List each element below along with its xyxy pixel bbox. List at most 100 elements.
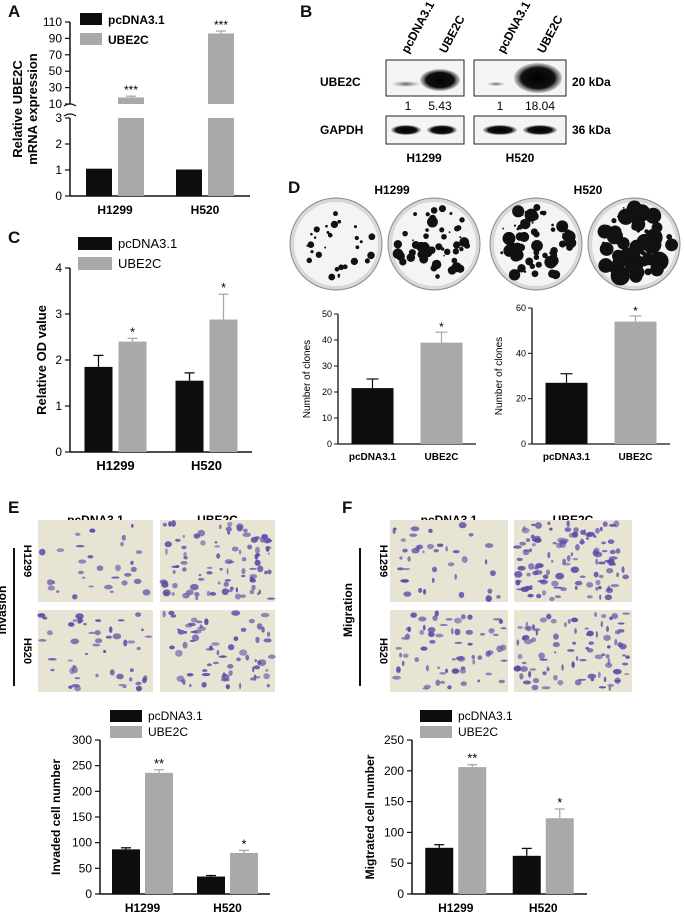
stained-cell — [467, 614, 473, 620]
stained-cell — [403, 591, 412, 597]
stained-cell — [226, 568, 229, 575]
stained-cell — [168, 521, 172, 527]
bar — [209, 319, 238, 452]
stained-cell — [258, 589, 262, 595]
blot-band — [483, 125, 517, 135]
legend-label: UBE2C — [108, 33, 149, 47]
stained-cell — [487, 588, 493, 594]
stained-cell — [601, 614, 607, 619]
stained-cell — [241, 574, 246, 578]
stained-cell — [175, 649, 183, 657]
bar — [175, 380, 204, 452]
stained-cell — [488, 628, 495, 634]
colony — [548, 269, 557, 278]
stained-cell — [588, 641, 595, 645]
colony — [622, 243, 627, 247]
colony — [523, 270, 527, 273]
y-tick-label: 10 — [322, 413, 332, 423]
blot-lane-label: UBE2C — [534, 13, 566, 56]
blot-band — [487, 82, 505, 86]
stained-cell — [622, 612, 631, 615]
colony — [513, 224, 517, 227]
x-tick-label: UBE2C — [425, 452, 459, 463]
stained-cell — [395, 646, 403, 650]
stained-cell — [531, 538, 541, 542]
colony — [402, 230, 408, 237]
colony — [324, 246, 327, 249]
stained-cell — [266, 683, 270, 688]
blot-row-label-ube2c: UBE2C — [320, 75, 361, 89]
stained-cell — [189, 683, 192, 688]
bar — [230, 852, 258, 894]
stained-cell — [425, 665, 429, 672]
colony — [451, 257, 458, 264]
colony — [654, 252, 659, 257]
stained-cell — [201, 682, 207, 688]
stained-cell — [436, 543, 444, 547]
stained-cell — [605, 654, 610, 659]
bar — [118, 341, 147, 452]
stained-cell — [564, 527, 572, 532]
stained-cell — [593, 571, 599, 578]
stained-cell — [206, 571, 213, 575]
y-tick-label: 250 — [384, 733, 404, 747]
y-axis-label: Invaded cell number — [49, 759, 63, 875]
stained-cell — [87, 555, 94, 559]
stained-cell — [206, 566, 213, 569]
stained-cell — [190, 617, 198, 623]
colony — [330, 220, 339, 229]
x-tick-label: H520 — [529, 901, 558, 915]
colony — [455, 225, 462, 231]
stained-cell — [135, 685, 143, 692]
stained-cell — [249, 589, 255, 595]
stained-cell — [267, 552, 270, 555]
stained-cell — [607, 645, 611, 649]
y-tick-label: 30 — [322, 361, 332, 371]
stained-cell — [590, 677, 595, 682]
stained-cell — [465, 629, 474, 635]
stained-cell — [538, 652, 545, 660]
blot-row-label-gapdh: GAPDH — [320, 123, 363, 137]
y-axis-label: Number of clones — [302, 340, 313, 418]
bar — [112, 849, 140, 894]
stained-cell — [459, 668, 467, 674]
stained-cell — [517, 565, 526, 571]
colony — [327, 232, 333, 238]
colony — [502, 227, 505, 230]
colony — [532, 240, 540, 248]
bar — [351, 388, 394, 444]
stained-cell — [604, 594, 613, 601]
stained-cell — [174, 538, 181, 542]
y-tick-label: 200 — [72, 784, 92, 798]
stained-cell — [399, 652, 403, 658]
stained-cell — [601, 541, 606, 545]
colony — [515, 232, 525, 241]
stained-cell — [555, 542, 562, 549]
stained-cell — [50, 668, 55, 672]
stained-cell — [92, 643, 101, 647]
stained-cell — [567, 619, 571, 624]
stained-cell — [168, 610, 175, 616]
y-tick-label: 110 — [43, 15, 62, 29]
stained-cell — [531, 543, 536, 547]
colony — [313, 226, 320, 233]
blot-kda-label: 36 kDa — [572, 123, 611, 137]
stained-cell — [418, 616, 427, 622]
x-tick-label: H1299 — [96, 458, 134, 473]
y-tick-label: 0 — [397, 887, 404, 901]
stained-cell — [522, 680, 532, 685]
bar — [208, 118, 234, 196]
stained-cell — [513, 545, 522, 549]
migration-transwell-images: pcDNA3.1UBE2CMigrationH1299H520 — [342, 513, 632, 692]
stained-cell — [479, 632, 486, 636]
stained-cell — [112, 633, 122, 640]
stained-cell — [439, 623, 448, 627]
colony — [636, 250, 641, 256]
stained-cell — [553, 633, 559, 640]
stained-cell — [122, 685, 127, 689]
stained-cell — [173, 614, 176, 617]
stained-cell — [451, 668, 460, 674]
bar — [208, 33, 234, 105]
stained-cell — [621, 662, 629, 666]
transwell-side-label: Invasion — [0, 586, 9, 635]
